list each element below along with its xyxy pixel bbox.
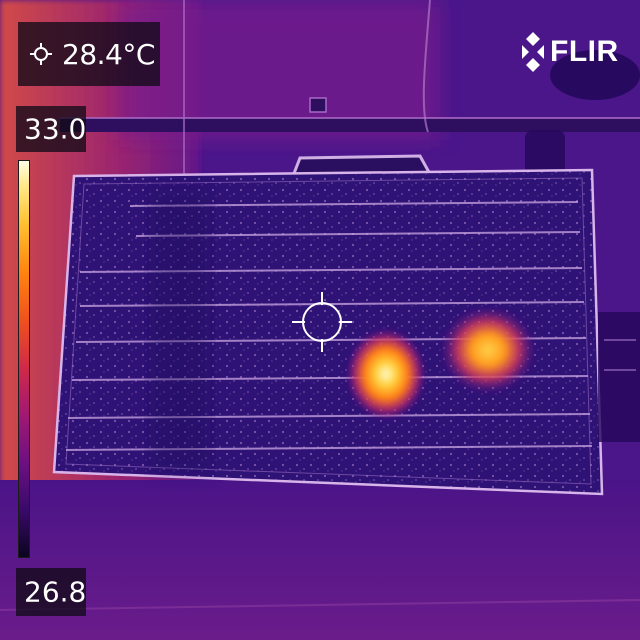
scale-max-box: 33.0 bbox=[16, 106, 86, 152]
scale-min-box: 26.8 bbox=[16, 568, 86, 616]
spot-meter-reticle bbox=[292, 292, 352, 352]
scale-max-value: 33.0 bbox=[24, 112, 87, 146]
spot-temperature-value: 28.4°C bbox=[62, 37, 155, 71]
crosshair-icon bbox=[30, 43, 52, 65]
scale-min-value: 26.8 bbox=[24, 575, 87, 609]
flir-mark-icon bbox=[522, 32, 544, 72]
brand-logo: FLIR bbox=[520, 28, 619, 76]
spot-temperature-readout: 28.4°C bbox=[18, 22, 160, 86]
brand-name: FLIR bbox=[550, 35, 619, 68]
color-scale-bar bbox=[18, 160, 30, 558]
